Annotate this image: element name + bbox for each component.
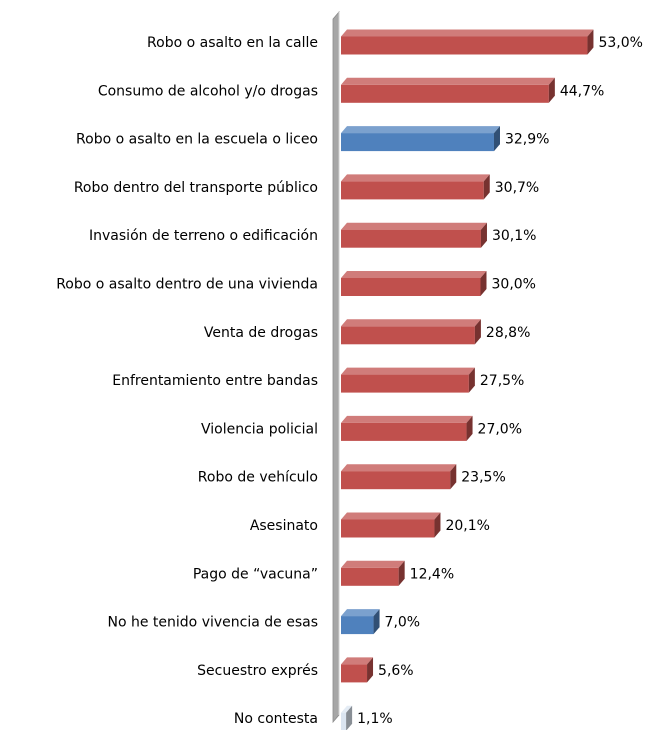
bar-front-face	[341, 326, 475, 345]
value-label: 53,0%	[598, 35, 642, 51]
bar	[341, 77, 555, 103]
bar-side-face	[450, 464, 457, 490]
bar-top-face	[341, 609, 380, 617]
bar-side-face	[466, 415, 473, 441]
category-label: Robo dentro del transporte público	[74, 180, 318, 196]
bar-top-face	[341, 560, 405, 568]
value-label: 32,9%	[505, 132, 549, 148]
value-label: 27,5%	[480, 373, 524, 389]
bar-front-face	[341, 664, 368, 683]
category-label: Enfrentamiento entre bandas	[112, 373, 318, 389]
bar-top-face	[341, 222, 487, 230]
bar-side-face	[434, 512, 441, 538]
category-label: Violencia policial	[201, 421, 318, 437]
value-label: 5,6%	[378, 663, 414, 679]
value-label: 30,7%	[495, 180, 539, 196]
bar-front-face	[341, 616, 374, 635]
bar-front-face	[341, 567, 399, 586]
bar-top-face	[341, 271, 487, 278]
category-label: Robo de vehículo	[198, 470, 318, 486]
bar-front-face	[341, 712, 347, 730]
bar-side-face	[346, 705, 353, 730]
value-labels: 53,0% 44,7% 32,9% 30,7% 30,1% 30,0% 28,8% 27,5%…	[357, 35, 643, 727]
value-label: 23,5%	[461, 470, 505, 486]
bar-front-face	[341, 84, 549, 103]
bar-front-face	[341, 181, 484, 200]
value-label: 20,1%	[445, 518, 489, 534]
bar	[341, 560, 405, 586]
bar-top-face	[341, 319, 481, 327]
category-label: Invasión de terreno o edificación	[89, 228, 318, 244]
bar-top-face	[341, 512, 441, 520]
bar	[341, 512, 441, 538]
bar-side-face	[367, 657, 374, 683]
value-label: 30,1%	[492, 228, 536, 244]
bar-top-face	[341, 367, 475, 375]
bar-top-face	[341, 29, 594, 37]
bar	[341, 271, 487, 296]
bar	[341, 464, 457, 490]
bar-side-face	[468, 367, 475, 393]
category-label: Robo o asalto en la calle	[147, 35, 318, 51]
bar-top-face	[341, 657, 374, 665]
bar-top-face	[341, 77, 555, 85]
bar-front-face	[341, 133, 494, 152]
bar-side-face	[474, 319, 481, 345]
value-label: 30,0%	[492, 277, 536, 293]
bars	[341, 29, 594, 730]
bar-front-face	[341, 471, 451, 490]
value-label: 1,1%	[357, 711, 393, 727]
value-label: 44,7%	[560, 83, 604, 99]
bar-top-face	[341, 126, 500, 134]
bar-side-face	[483, 174, 490, 200]
bar-side-face	[548, 77, 555, 103]
bar	[341, 319, 481, 345]
value-label: 7,0%	[385, 615, 421, 631]
category-label: Venta de drogas	[204, 325, 318, 341]
bar-side-face	[480, 222, 487, 248]
bar-front-face	[341, 278, 481, 296]
bar	[341, 222, 487, 248]
bar-side-face	[398, 560, 405, 586]
bar	[341, 705, 353, 730]
bar-top-face	[341, 705, 353, 713]
category-label: Robo o asalto en la escuela o liceo	[76, 132, 318, 148]
bar-top-face	[341, 174, 490, 182]
bar-front-face	[341, 422, 467, 441]
category-label: Consumo de alcohol y/o drogas	[98, 83, 318, 99]
axis-wall-face	[332, 10, 340, 724]
category-label: No contesta	[234, 711, 318, 727]
bar-top-face	[341, 415, 473, 423]
bar	[341, 657, 374, 683]
bar-front-face	[341, 374, 469, 393]
category-label: No he tenido vivencia de esas	[108, 615, 319, 631]
bar-top-face	[341, 464, 457, 472]
bar-front-face	[341, 36, 588, 55]
bar-side-face	[493, 126, 500, 152]
value-label: 28,8%	[486, 325, 530, 341]
value-label: 12,4%	[410, 566, 454, 582]
bar-side-face	[587, 29, 594, 55]
category-label: Secuestro exprés	[197, 663, 318, 679]
axis-wall	[332, 10, 340, 724]
bar-front-face	[341, 229, 481, 248]
category-label: Pago de “vacuna”	[193, 566, 318, 582]
bar	[341, 609, 380, 635]
value-label: 27,0%	[478, 421, 522, 437]
category-label: Asesinato	[250, 518, 318, 534]
bar-side-face	[480, 271, 487, 296]
bar	[341, 415, 473, 441]
category-labels: Robo o asalto en la calle Consumo de alco…	[56, 35, 318, 727]
category-label: Robo o asalto dentro de una vivienda	[56, 277, 318, 293]
bar-side-face	[373, 609, 380, 635]
bar	[341, 126, 500, 152]
bar	[341, 29, 594, 55]
bar-front-face	[341, 519, 435, 538]
bar	[341, 174, 490, 200]
bar	[341, 367, 475, 393]
